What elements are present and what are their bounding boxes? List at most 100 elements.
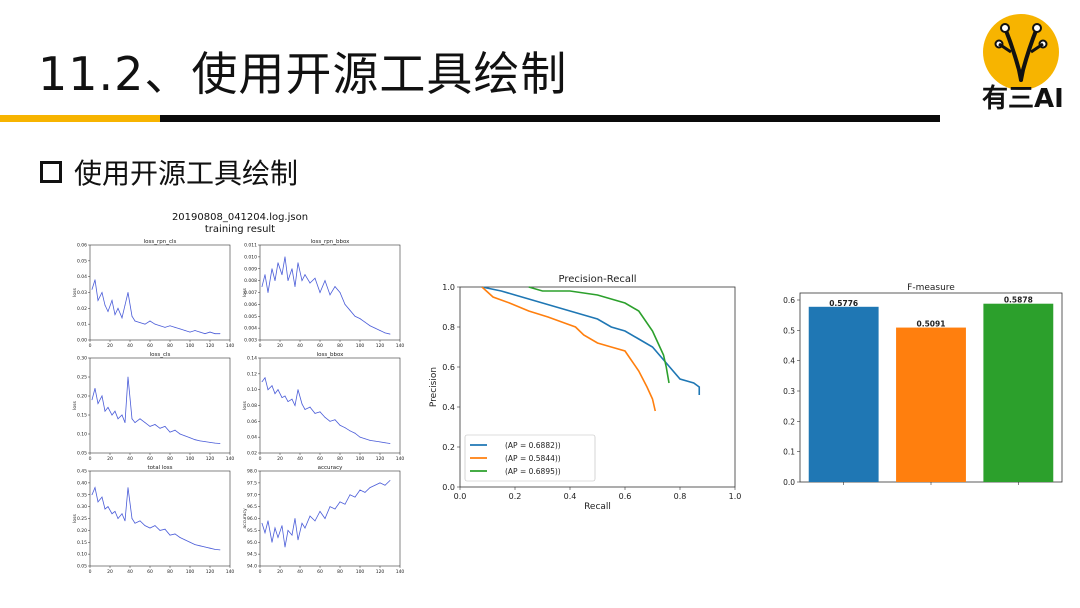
fm-y-tick-label: 0.5	[783, 326, 795, 335]
pr-x-tick-label: 0.2	[509, 492, 522, 501]
data-point	[271, 541, 273, 543]
pr-x-tick-label: 0.8	[674, 492, 687, 501]
y-tick-label: 0.25	[77, 375, 87, 381]
y-tick-label: 0.40	[77, 480, 87, 486]
x-tick-label: 80	[167, 456, 173, 462]
x-tick-label: 80	[337, 343, 343, 349]
data-point	[324, 280, 326, 282]
plot-frame	[259, 244, 401, 341]
x-tick-label: 140	[226, 569, 235, 575]
y-tick-label: 0.003	[244, 338, 257, 344]
data-point	[174, 326, 176, 328]
data-point	[107, 311, 109, 312]
y-tick-label: 0.15	[77, 413, 87, 419]
x-tick-label: 60	[317, 569, 323, 575]
pr-y-tick-label: 1.0	[442, 283, 455, 292]
data-point	[194, 544, 196, 546]
plot-title: accuracy	[318, 465, 344, 471]
data-point	[329, 506, 331, 508]
data-point	[117, 518, 119, 519]
x-tick-label: 140	[396, 343, 405, 349]
x-tick-label: 0	[89, 343, 92, 349]
data-point	[91, 399, 93, 401]
y-tick-label: 97.5	[247, 480, 257, 486]
data-point	[164, 426, 166, 427]
data-point	[97, 403, 99, 404]
data-point	[349, 494, 351, 496]
data-point	[261, 286, 263, 287]
data-point	[274, 280, 276, 282]
pr-y-tick-label: 0.2	[442, 443, 455, 452]
pr-x-tick-label: 1.0	[729, 492, 742, 501]
x-tick-label: 20	[277, 456, 283, 462]
data-point	[369, 325, 371, 327]
x-tick-label: 120	[206, 569, 215, 575]
data-point	[144, 422, 146, 423]
x-tick-label: 80	[167, 569, 173, 575]
data-point	[364, 491, 366, 493]
y-tick-label: 0.10	[247, 387, 257, 393]
y-tick-label: 0.20	[77, 528, 87, 534]
plot-frame	[89, 470, 231, 567]
data-point	[189, 331, 191, 333]
data-point	[214, 442, 216, 444]
data-point	[374, 327, 376, 329]
data-point	[131, 418, 133, 420]
data-point	[284, 395, 286, 397]
y-tick-label: 0.004	[244, 326, 257, 332]
plot-frame	[259, 470, 401, 567]
data-point	[314, 277, 316, 279]
data-point	[309, 406, 311, 408]
data-point	[267, 292, 269, 293]
x-tick-label: 120	[376, 569, 385, 575]
y-tick-label: 0.009	[244, 266, 257, 272]
data-point	[354, 315, 356, 317]
data-point	[379, 482, 381, 484]
data-point	[219, 333, 221, 335]
pr-y-tick-label: 0.8	[442, 323, 455, 332]
x-tick-label: 60	[147, 343, 153, 349]
data-point	[159, 325, 161, 327]
pr-legend-label: (AP = 0.6895))	[505, 467, 561, 476]
data-point	[374, 440, 376, 442]
data-point	[384, 484, 386, 486]
data-point	[117, 307, 119, 309]
y-tick-label: 96.5	[247, 504, 257, 510]
y-tick-label: 0.20	[77, 394, 87, 400]
data-point	[284, 546, 286, 548]
data-point	[287, 401, 289, 402]
data-point	[104, 508, 106, 510]
data-point	[139, 418, 141, 420]
data-point	[199, 331, 201, 333]
data-point	[199, 545, 201, 547]
data-point	[114, 314, 116, 316]
fm-bar	[896, 327, 966, 482]
data-point	[179, 328, 181, 330]
data-point	[131, 315, 133, 317]
data-point	[354, 496, 356, 498]
pr-series-line	[481, 286, 701, 395]
data-point	[277, 537, 279, 538]
data-point	[379, 330, 381, 331]
y-tick-label: 0.08	[247, 403, 257, 409]
section-heading: 使用开源工具绘制	[40, 152, 298, 192]
data-point	[164, 326, 166, 328]
pr-x-tick-label: 0.4	[564, 492, 577, 501]
y-tick-label: 96.0	[247, 516, 257, 522]
data-point	[91, 288, 93, 290]
data-point	[94, 388, 96, 389]
data-point	[349, 309, 351, 311]
data-point	[209, 331, 211, 333]
data-point	[127, 376, 129, 378]
x-tick-label: 20	[107, 569, 113, 575]
x-tick-label: 140	[396, 569, 405, 575]
y-tick-label: 0.006	[244, 302, 257, 308]
x-tick-label: 40	[127, 569, 133, 575]
plot-title: loss_rpn_cls	[144, 239, 177, 245]
data-point	[267, 389, 269, 391]
y-tick-label: 0.10	[77, 432, 87, 438]
x-tick-label: 120	[376, 456, 385, 462]
x-tick-label: 40	[127, 343, 133, 349]
data-point	[214, 333, 216, 335]
